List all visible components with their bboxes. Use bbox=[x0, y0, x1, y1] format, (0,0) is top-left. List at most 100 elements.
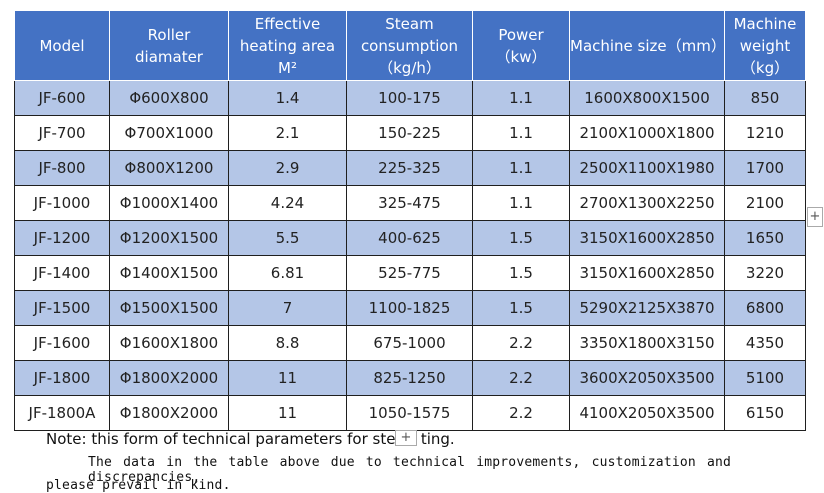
table-cell: 3600X2050X3500 bbox=[569, 360, 725, 396]
table-cell: 2100X1000X1800 bbox=[569, 115, 725, 151]
add-column-button[interactable]: + bbox=[807, 207, 823, 227]
table-cell: 2500X1100X1980 bbox=[569, 150, 725, 186]
add-button[interactable]: + bbox=[395, 430, 417, 446]
table-row: JF-1400 Φ1400X1500 6.81 525-775 1.5 3150X1600… bbox=[14, 255, 806, 291]
table-cell: 1700 bbox=[724, 150, 806, 186]
table-row: JF-1800 Φ1800X2000 11 825-1250 2.2 3600X2050X… bbox=[14, 360, 806, 396]
table-cell: 1100-1825 bbox=[346, 290, 473, 326]
table-cell: JF-1200 bbox=[14, 220, 110, 256]
header-text: weight bbox=[739, 36, 791, 55]
note-line: please prevail in kind. bbox=[46, 478, 231, 493]
table-cell: 1210 bbox=[724, 115, 806, 151]
table-cell: 3150X1600X2850 bbox=[569, 255, 725, 291]
table-row: JF-800 Φ800X1200 2.9 225-325 1.1 2500X1100X19… bbox=[14, 150, 806, 186]
table-cell: 2.1 bbox=[228, 115, 347, 151]
table-cell: 3220 bbox=[724, 255, 806, 291]
header-row: Model Roller diamater Effective heating area… bbox=[14, 10, 806, 81]
table-cell: 1.1 bbox=[472, 115, 570, 151]
table-cell: 325-475 bbox=[346, 185, 473, 221]
header-cell: Steam consumption （kg/h） bbox=[346, 10, 473, 81]
table-cell: 1650 bbox=[724, 220, 806, 256]
table-cell: JF-1600 bbox=[14, 325, 110, 361]
table-cell: 2.2 bbox=[472, 395, 570, 431]
header-text: diamater bbox=[135, 47, 203, 66]
table-cell: 525-775 bbox=[346, 255, 473, 291]
table-cell: 5.5 bbox=[228, 220, 347, 256]
header-cell: Model bbox=[14, 10, 110, 81]
header-text: Model bbox=[39, 36, 85, 55]
note-text: Note: this form of technical parameters … bbox=[46, 430, 411, 448]
table-cell: 3150X1600X2850 bbox=[569, 220, 725, 256]
note: Note: this form of technical parameters … bbox=[46, 430, 455, 448]
table-cell: 825-1250 bbox=[346, 360, 473, 396]
header-text: consumption bbox=[360, 36, 459, 55]
header-text: Machine bbox=[733, 14, 797, 33]
table-cell: 225-325 bbox=[346, 150, 473, 186]
table-body: JF-600 Φ600X800 1.4 100-175 1.1 1600X800X1500… bbox=[14, 80, 806, 431]
table-cell: Φ700X1000 bbox=[109, 115, 229, 151]
spec-table: Model Roller diamater Effective heating area… bbox=[14, 10, 806, 431]
table-cell: 1050-1575 bbox=[346, 395, 473, 431]
table-cell: 1.5 bbox=[472, 290, 570, 326]
table-cell: 2.2 bbox=[472, 360, 570, 396]
table-cell: 1.4 bbox=[228, 80, 347, 116]
table-cell: JF-600 bbox=[14, 80, 110, 116]
table-cell: 1.1 bbox=[472, 150, 570, 186]
table-cell: JF-1400 bbox=[14, 255, 110, 291]
table-cell: 2.9 bbox=[228, 150, 347, 186]
table-cell: Φ1500X1500 bbox=[109, 290, 229, 326]
header-text: Machine size（mm） bbox=[570, 36, 726, 55]
table-cell: 6.81 bbox=[228, 255, 347, 291]
table-row: JF-1200 Φ1200X1500 5.5 400-625 1.5 3150X1600X… bbox=[14, 220, 806, 256]
header-cell: Effective heating area M² bbox=[228, 10, 347, 81]
table-cell: 1600X800X1500 bbox=[569, 80, 725, 116]
table-cell: 4100X2050X3500 bbox=[569, 395, 725, 431]
table-cell: 11 bbox=[228, 395, 347, 431]
table-cell: JF-700 bbox=[14, 115, 110, 151]
table-cell: 1.1 bbox=[472, 80, 570, 116]
table-cell: Φ1400X1500 bbox=[109, 255, 229, 291]
header-text: M² bbox=[278, 58, 297, 77]
table-cell: 2700X1300X2250 bbox=[569, 185, 725, 221]
table-cell: 7 bbox=[228, 290, 347, 326]
note-text: ting. bbox=[420, 430, 455, 448]
table-cell: 2100 bbox=[724, 185, 806, 221]
table-row: JF-1800A Φ1800X2000 11 1050-1575 2.2 4100X205… bbox=[14, 395, 806, 431]
table-cell: 1.5 bbox=[472, 255, 570, 291]
table-cell: 100-175 bbox=[346, 80, 473, 116]
table-cell: 3350X1800X3150 bbox=[569, 325, 725, 361]
table-cell: 5100 bbox=[724, 360, 806, 396]
header-text: （kw） bbox=[495, 47, 547, 66]
table-cell: 5290X2125X3870 bbox=[569, 290, 725, 326]
table-cell: 400-625 bbox=[346, 220, 473, 256]
header-text: Power bbox=[498, 25, 544, 44]
table-cell: 4350 bbox=[724, 325, 806, 361]
table-row: JF-1500 Φ1500X1500 7 1100-1825 1.5 5290X2125X… bbox=[14, 290, 806, 326]
table-cell: 850 bbox=[724, 80, 806, 116]
header-text: Steam bbox=[385, 14, 434, 33]
header-cell: Roller diamater bbox=[109, 10, 229, 81]
table-cell: JF-800 bbox=[14, 150, 110, 186]
table-cell: Φ600X800 bbox=[109, 80, 229, 116]
header-text: （kg） bbox=[740, 58, 790, 77]
table-row: JF-600 Φ600X800 1.4 100-175 1.1 1600X800X1500… bbox=[14, 80, 806, 116]
header-text: （kg/h） bbox=[378, 58, 441, 77]
table-cell: 150-225 bbox=[346, 115, 473, 151]
table-cell: Φ1200X1500 bbox=[109, 220, 229, 256]
header-text: Effective bbox=[254, 14, 321, 33]
header-text: heating area bbox=[239, 36, 336, 55]
table-cell: JF-1800A bbox=[14, 395, 110, 431]
table-cell: JF-1000 bbox=[14, 185, 110, 221]
table-cell: 4.24 bbox=[228, 185, 347, 221]
table-cell: 1.5 bbox=[472, 220, 570, 256]
header-cell: Machine size（mm） bbox=[569, 10, 726, 81]
note-line: The data in the table above due to techn… bbox=[88, 455, 732, 485]
header-cell: Power （kw） bbox=[472, 10, 570, 81]
table-cell: Φ1600X1800 bbox=[109, 325, 229, 361]
table-cell: 8.8 bbox=[228, 325, 347, 361]
header-cell: Machine weight （kg） bbox=[724, 10, 806, 81]
table-cell: 6800 bbox=[724, 290, 806, 326]
table-cell: 675-1000 bbox=[346, 325, 473, 361]
table-cell: Φ1800X2000 bbox=[109, 360, 229, 396]
